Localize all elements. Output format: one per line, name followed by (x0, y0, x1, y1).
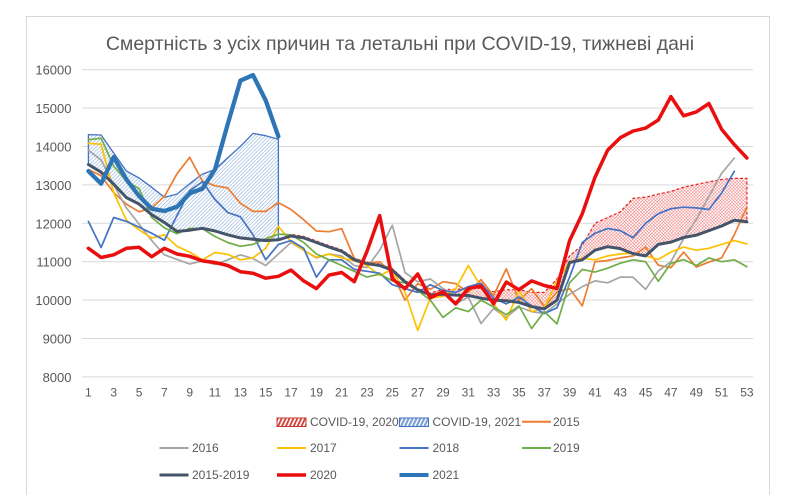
svg-text:9: 9 (186, 386, 193, 400)
svg-text:39: 39 (563, 386, 577, 400)
svg-text:2020: 2020 (310, 468, 337, 482)
svg-text:7: 7 (161, 386, 168, 400)
svg-text:2019: 2019 (553, 441, 580, 455)
svg-text:11000: 11000 (36, 255, 71, 270)
svg-text:2021: 2021 (433, 468, 460, 482)
svg-text:29: 29 (436, 386, 450, 400)
svg-text:Смертність з усіх причин та ле: Смертність з усіх причин та летальні при… (106, 33, 694, 55)
svg-text:45: 45 (639, 386, 653, 400)
svg-text:33: 33 (487, 386, 501, 400)
svg-text:21: 21 (335, 386, 349, 400)
svg-text:31: 31 (462, 386, 476, 400)
svg-text:13000: 13000 (35, 178, 71, 193)
svg-text:9000: 9000 (43, 332, 72, 347)
svg-text:16000: 16000 (35, 63, 71, 78)
svg-text:13: 13 (234, 386, 248, 400)
svg-text:3: 3 (110, 386, 117, 400)
svg-text:1: 1 (85, 386, 92, 400)
svg-text:47: 47 (664, 386, 678, 400)
svg-text:25: 25 (386, 386, 400, 400)
svg-text:5: 5 (136, 386, 143, 400)
svg-text:51: 51 (715, 386, 729, 400)
svg-text:53: 53 (740, 386, 754, 400)
svg-text:2017: 2017 (310, 441, 337, 455)
svg-text:12000: 12000 (35, 216, 71, 231)
svg-text:19: 19 (310, 386, 324, 400)
svg-text:11: 11 (209, 386, 222, 400)
svg-text:23: 23 (360, 386, 374, 400)
svg-text:43: 43 (614, 386, 628, 400)
svg-text:COVID-19, 2021: COVID-19, 2021 (433, 415, 522, 429)
svg-text:8000: 8000 (43, 370, 72, 385)
svg-text:COVID-19, 2020: COVID-19, 2020 (310, 415, 399, 429)
svg-text:10000: 10000 (35, 293, 71, 308)
svg-text:37: 37 (538, 386, 552, 400)
svg-text:35: 35 (512, 386, 526, 400)
svg-text:2016: 2016 (192, 441, 219, 455)
svg-text:17: 17 (284, 386, 298, 400)
svg-text:14000: 14000 (35, 140, 71, 155)
svg-text:41: 41 (588, 386, 602, 400)
svg-text:49: 49 (690, 386, 704, 400)
svg-text:2018: 2018 (433, 441, 460, 455)
svg-text:27: 27 (411, 386, 425, 400)
svg-text:2015: 2015 (553, 415, 580, 429)
svg-text:15000: 15000 (35, 101, 71, 116)
svg-text:15: 15 (259, 386, 273, 400)
svg-text:2015-2019: 2015-2019 (192, 468, 250, 482)
